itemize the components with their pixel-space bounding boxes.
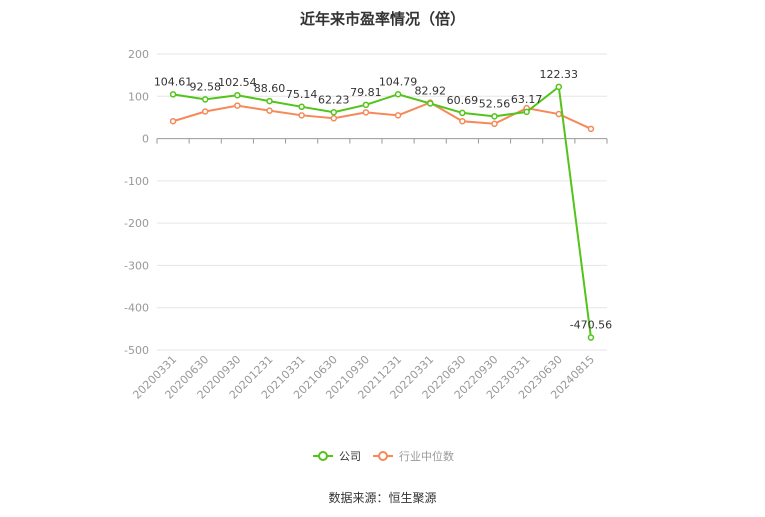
industry-median-point[interactable] — [169, 117, 177, 125]
y-tick-label: -100 — [124, 175, 149, 188]
legend-item-industry-median[interactable]: 行业中位数 — [373, 449, 454, 463]
legend-item-company[interactable]: 公司 — [313, 450, 361, 463]
pe-ratio-chart: 2001000-100-200-300-400-5002020033120200… — [124, 48, 612, 463]
industry-median-point[interactable] — [587, 125, 595, 133]
company-data-label: 88.60 — [254, 82, 286, 95]
company-point[interactable] — [234, 91, 241, 99]
company-data-label: 63.17 — [511, 93, 543, 106]
company-data-label: 122.33 — [540, 68, 579, 81]
y-tick-label: -400 — [124, 302, 149, 315]
industry-median-point[interactable] — [201, 108, 209, 115]
company-data-label: 82.92 — [414, 85, 446, 98]
legend[interactable]: 公司 行业中位数 — [313, 449, 454, 463]
industry-median-point[interactable] — [555, 110, 563, 118]
company-point[interactable] — [298, 103, 305, 111]
company-data-label: 60.69 — [447, 94, 479, 107]
company-data-label: 75.14 — [286, 88, 318, 101]
company-data-label: 79.81 — [350, 86, 382, 99]
industry-median-point[interactable] — [298, 112, 305, 119]
legend-label: 行业中位数 — [399, 449, 454, 463]
company-point[interactable] — [362, 101, 370, 109]
company-point[interactable] — [169, 91, 177, 98]
y-tick-label: -200 — [124, 217, 149, 230]
company-data-label: -470.56 — [570, 319, 612, 332]
company-point[interactable] — [394, 91, 402, 98]
company-data-label: 52.56 — [479, 97, 511, 110]
legend-label: 公司 — [339, 450, 361, 463]
y-tick-label: 200 — [128, 48, 149, 61]
series-lines — [169, 83, 595, 341]
y-tick-label: 0 — [142, 133, 149, 146]
company-data-label: 104.79 — [379, 75, 418, 88]
industry-median-point[interactable] — [362, 109, 370, 116]
data-source: 数据来源：恒生聚源 — [328, 491, 437, 505]
company-point[interactable] — [555, 83, 563, 91]
industry-median-point[interactable] — [459, 117, 466, 125]
legend-marker-icon — [378, 451, 388, 461]
company-point[interactable] — [330, 109, 338, 116]
company-point[interactable] — [201, 96, 209, 103]
chart-title: 近年来市盈率情况（倍） — [299, 10, 465, 28]
company-data-label: 102.54 — [218, 76, 257, 89]
industry-median-point[interactable] — [491, 120, 498, 128]
company-point[interactable] — [266, 97, 273, 105]
industry-median-line — [172, 101, 592, 130]
company-line — [172, 84, 592, 338]
company-point[interactable] — [587, 334, 595, 341]
y-tick-label: -300 — [124, 259, 149, 272]
company-data-label: 62.23 — [318, 93, 350, 106]
company-point[interactable] — [426, 100, 434, 107]
industry-median-point[interactable] — [394, 112, 402, 119]
company-data-label: 92.58 — [189, 80, 221, 93]
company-point[interactable] — [491, 113, 498, 120]
industry-median-point[interactable] — [234, 102, 241, 109]
y-tick-label: -500 — [124, 344, 149, 357]
y-tick-label: 100 — [128, 90, 149, 103]
legend-marker-icon — [318, 451, 328, 461]
grid-lines — [157, 53, 607, 351]
industry-median-point[interactable] — [266, 107, 273, 114]
company-point[interactable] — [523, 108, 530, 116]
industry-median-point[interactable] — [330, 115, 338, 122]
company-data-label: 104.61 — [154, 75, 193, 88]
company-point[interactable] — [459, 109, 466, 117]
